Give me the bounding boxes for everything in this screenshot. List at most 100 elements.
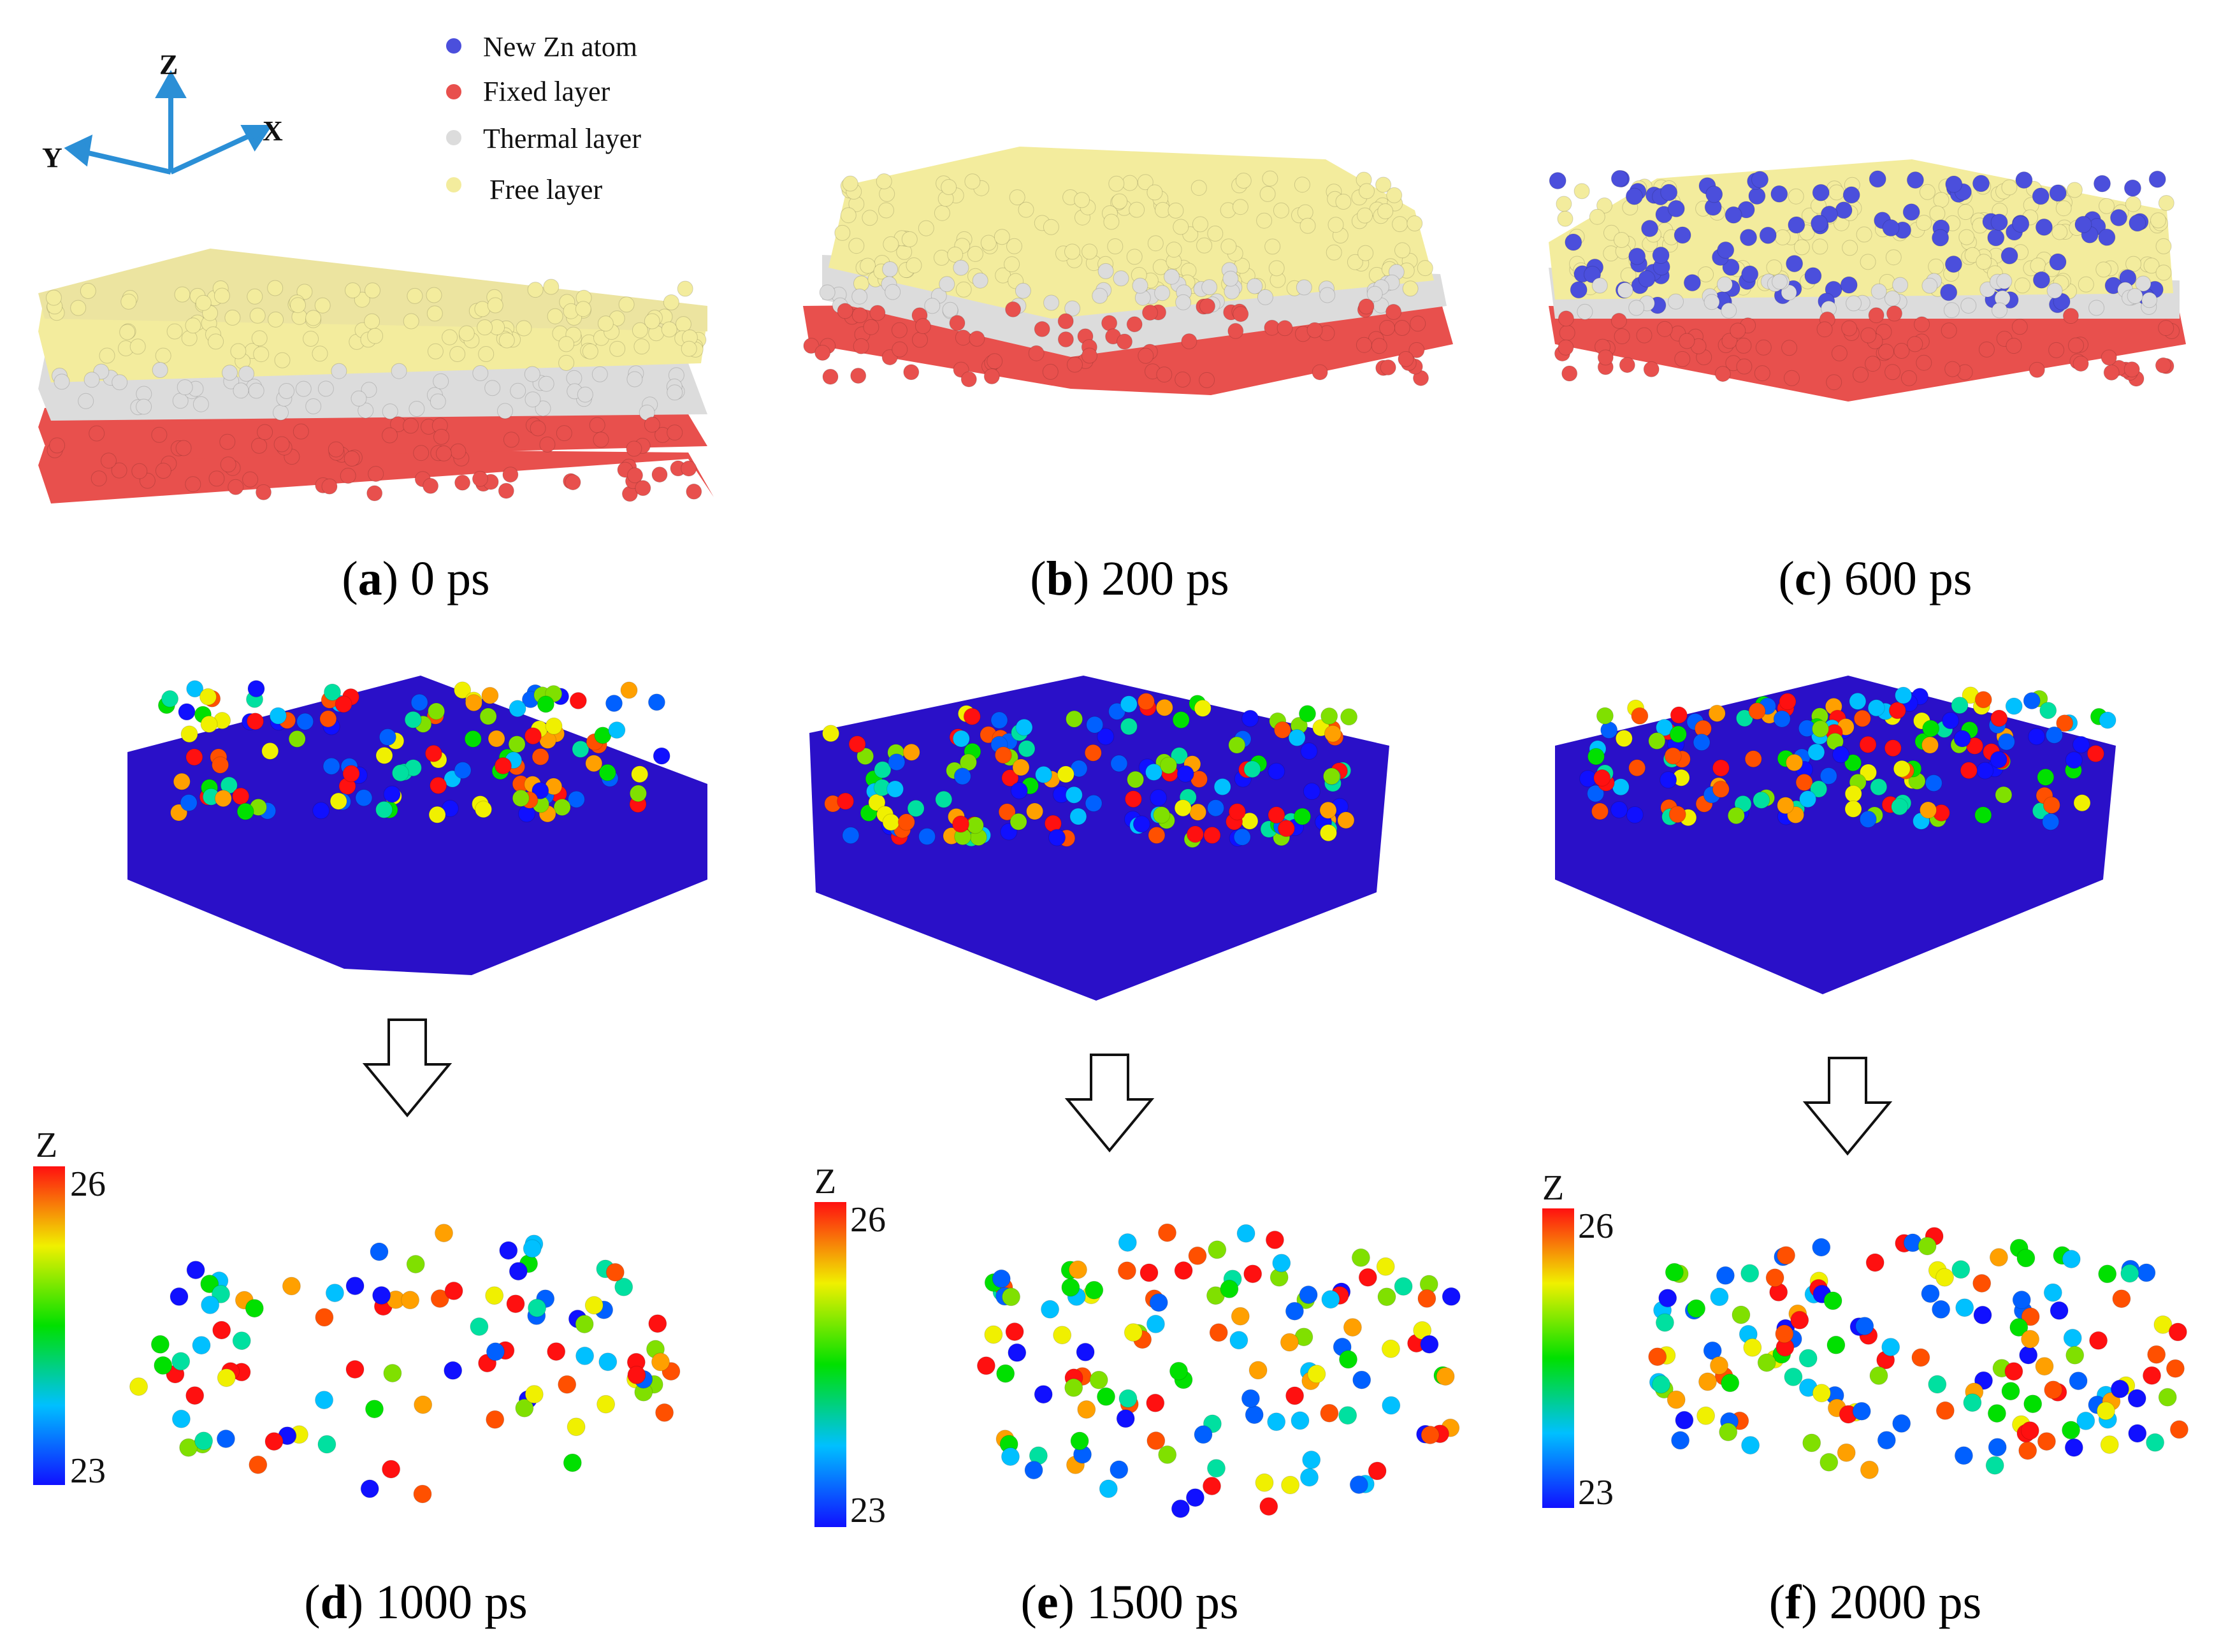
new-zn-atom [1788, 216, 1805, 234]
surface-atom [1085, 794, 1103, 812]
atom [442, 329, 458, 345]
surface-atom [842, 827, 860, 844]
projected-atom [1300, 1468, 1319, 1487]
projected-atom [1655, 1313, 1674, 1332]
atom [524, 391, 541, 408]
atom [516, 320, 532, 337]
projected-atom [2158, 1388, 2177, 1407]
atom [290, 297, 306, 314]
projected-atom [1146, 1314, 1165, 1333]
new-zn-atom [1717, 241, 1735, 259]
atom [267, 280, 284, 296]
atom [112, 374, 128, 391]
projected-atom [1442, 1287, 1461, 1306]
atom [1006, 238, 1022, 254]
projected-atom [1987, 1404, 2006, 1423]
surface-atom [1015, 718, 1033, 736]
atom [1698, 266, 1714, 282]
projected-atom [406, 1255, 425, 1273]
surface-atom [1612, 778, 1630, 796]
projected-atom [1921, 1284, 1940, 1303]
projected-atom [1671, 1431, 1690, 1450]
new-zn-atom [2035, 218, 2053, 236]
surface-atom [342, 765, 360, 783]
projected-atom [2169, 1420, 2188, 1439]
atom [238, 365, 255, 382]
atom [1137, 174, 1154, 191]
atom [803, 338, 820, 354]
atom [1596, 197, 1613, 214]
surface-atom [1243, 760, 1261, 778]
surface-atom [1001, 769, 1019, 787]
projected-atom [1716, 1266, 1735, 1285]
projected-atom [1259, 1497, 1278, 1516]
surface-atom [1319, 801, 1337, 819]
projected-atom [1281, 1475, 1300, 1495]
atom [1901, 370, 1917, 386]
caption-b: (b) 200 ps [1030, 552, 1229, 605]
panel-f-cluster [1555, 676, 2116, 994]
atom [358, 402, 374, 419]
atom [1812, 238, 1828, 255]
surface-atom [475, 801, 492, 818]
atom [1958, 229, 1975, 245]
projected-atom [1812, 1238, 1831, 1257]
atom [1614, 328, 1630, 345]
projected-atom [1077, 1400, 1096, 1419]
atom [312, 345, 328, 362]
projected-atom [1381, 1339, 1400, 1358]
projected-atom [470, 1317, 489, 1336]
atom [1268, 260, 1285, 277]
legend-marker-free [446, 177, 461, 192]
new-zn-atom [2110, 209, 2127, 226]
atom [1043, 219, 1059, 235]
surface-atom [1920, 801, 1937, 819]
atom [49, 437, 66, 454]
atom [1788, 188, 1804, 205]
atom [54, 373, 70, 390]
atom [155, 463, 171, 479]
atom [430, 393, 446, 410]
projected-atom [2035, 1357, 2054, 1376]
surface-atom [1895, 686, 1913, 704]
atom [1960, 298, 1977, 314]
atom [1561, 365, 1578, 382]
surface-atom [1693, 734, 1711, 751]
surface-atom [653, 747, 670, 765]
atom [1916, 354, 1932, 371]
atom [213, 287, 230, 304]
surface-atom [1155, 699, 1173, 716]
surface-atom [247, 713, 264, 730]
atom [960, 371, 977, 388]
projected-atom [1955, 1298, 1974, 1317]
atom [351, 390, 367, 407]
projected-atom [2012, 1291, 2031, 1309]
atom [510, 382, 526, 399]
down-arrow-d [362, 1018, 452, 1118]
surface-atom [1213, 778, 1231, 795]
atom [1721, 302, 1737, 319]
projected-atom [1149, 1293, 1168, 1312]
projected-atom [1002, 1287, 1020, 1307]
atom [2155, 238, 2172, 254]
projected-atom [976, 1356, 995, 1375]
projected-atom [547, 1342, 566, 1361]
atom [667, 424, 683, 441]
surface-atom [1170, 747, 1188, 765]
projected-atom [444, 1281, 463, 1300]
atom [365, 282, 380, 299]
surface-atom [269, 707, 287, 725]
surface-atom [1268, 762, 1285, 780]
surface-atom [608, 721, 626, 739]
projected-atom [192, 1336, 211, 1355]
projected-atom [1721, 1373, 1740, 1393]
surface-atom [1777, 797, 1795, 815]
atom [219, 433, 236, 450]
atom [947, 247, 964, 263]
atom [891, 322, 908, 338]
projected-atom [2023, 1395, 2043, 1414]
projected-atom [1420, 1335, 1439, 1354]
projected-atom [2009, 1318, 2029, 1337]
projected-atom [1097, 1387, 1115, 1406]
atom [1828, 184, 1845, 201]
